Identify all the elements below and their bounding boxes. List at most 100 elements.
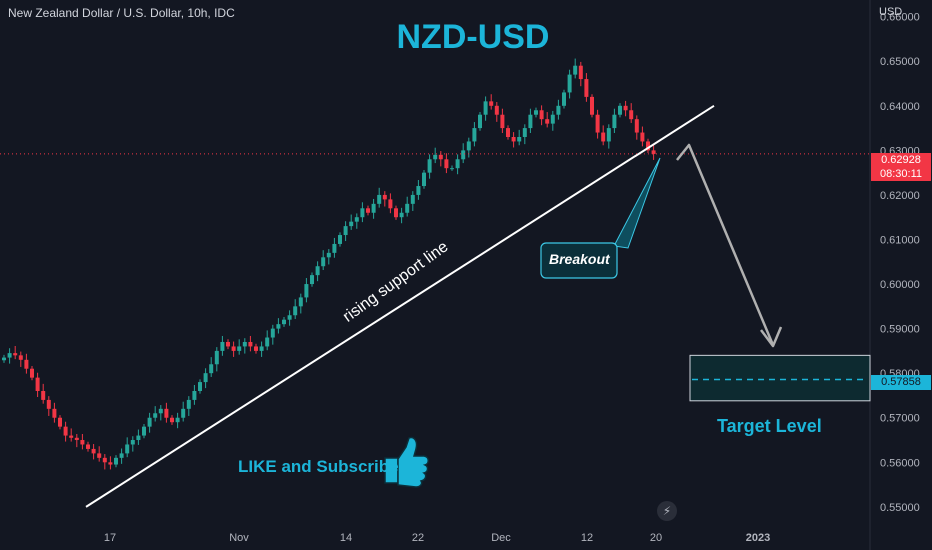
y-tick-label: 0.56000 — [880, 457, 920, 469]
candle-body — [366, 208, 370, 213]
candle-body — [69, 435, 74, 438]
target-price-badge: 0.57858 — [871, 375, 931, 390]
candle-body — [114, 457, 118, 465]
candle-body — [259, 346, 264, 351]
candle-body — [590, 96, 594, 115]
thumbs-up-icon — [384, 436, 429, 488]
x-tick-label: 22 — [412, 532, 424, 544]
candle-body — [326, 252, 331, 258]
x-tick-label: 12 — [581, 532, 593, 544]
candle-body — [522, 128, 527, 137]
x-tick-label: 2023 — [746, 532, 770, 544]
y-tick-label: 0.61000 — [880, 234, 920, 246]
candle-body — [265, 337, 270, 347]
breakout-callout-box — [540, 242, 618, 279]
candle-body — [466, 141, 471, 151]
candle-body — [444, 159, 449, 169]
like-subscribe-label[interactable]: LIKE and Subscribe — [238, 457, 399, 476]
candle-body — [450, 168, 454, 170]
candle-body — [545, 119, 550, 124]
candle-body — [74, 437, 79, 441]
candle-body — [298, 297, 303, 307]
candle-body — [354, 217, 359, 222]
candle-body — [248, 341, 253, 347]
candle-body — [226, 341, 230, 347]
breakout-label: Breakout — [549, 251, 610, 267]
candle-body — [517, 137, 522, 142]
candle-body — [97, 453, 102, 458]
candle-body — [410, 194, 415, 204]
candle-body — [483, 101, 488, 115]
candle-body — [595, 114, 600, 133]
candle-body — [13, 353, 18, 356]
candle-body — [242, 341, 247, 347]
x-tick-label: Nov — [229, 532, 249, 544]
candle-body — [349, 221, 354, 227]
candle-body — [427, 159, 432, 173]
candle-body — [472, 128, 477, 142]
target-level-label: Target Level — [717, 416, 822, 436]
candle-body — [478, 114, 482, 129]
candle-body — [58, 417, 62, 427]
candle-body — [46, 399, 51, 409]
target-zone — [689, 354, 871, 402]
candle-body — [388, 199, 393, 209]
candle-body — [629, 110, 634, 120]
candle-body — [164, 408, 169, 418]
y-tick-label: 0.66000 — [880, 12, 920, 24]
y-tick-label: 0.57000 — [880, 413, 920, 425]
candle-body — [41, 391, 46, 400]
candle-body — [416, 186, 421, 195]
candle-body — [506, 128, 510, 137]
candle-body — [181, 408, 186, 418]
candle-body — [63, 426, 68, 436]
candle-body — [494, 105, 499, 115]
candle-body — [618, 105, 622, 115]
candle-body — [539, 110, 544, 120]
candle-body — [382, 194, 387, 200]
candle-body — [612, 114, 617, 129]
candle-body — [422, 172, 426, 187]
candle-body — [293, 306, 298, 316]
candle-body — [573, 65, 578, 75]
candle-body — [136, 435, 141, 441]
candle-body — [651, 150, 656, 154]
candle-body — [276, 324, 281, 329]
lightning-icon[interactable]: ⚡ — [657, 501, 677, 521]
candle-body — [220, 341, 225, 351]
candle-body — [270, 328, 275, 338]
chart-title: NZD-USD — [396, 18, 550, 56]
candle-body — [315, 266, 320, 276]
candle-body — [528, 114, 533, 129]
bar-countdown: 08:30:11 — [879, 168, 922, 180]
candle-body — [282, 319, 286, 325]
candle-body — [321, 257, 326, 267]
candle-body — [646, 141, 650, 151]
candle-body — [394, 208, 398, 218]
candle-body — [108, 462, 113, 465]
candle-body — [562, 92, 566, 106]
candle-body — [142, 426, 146, 436]
candle-body — [18, 355, 23, 360]
candle-body — [119, 453, 124, 458]
candle-body — [601, 132, 606, 142]
candle-body — [125, 444, 130, 454]
last-price-badge: 0.62928 08:30:11 — [871, 153, 931, 181]
candle-body — [186, 399, 191, 409]
candle-body — [343, 226, 348, 236]
x-tick-label: 14 — [340, 532, 352, 544]
candle-body — [550, 114, 555, 124]
candle-body — [640, 132, 645, 142]
candle-body — [304, 284, 309, 298]
candle-body — [209, 364, 214, 374]
candle-body — [30, 368, 34, 378]
projection-arrow — [676, 143, 775, 346]
candle-body — [254, 346, 258, 351]
candle-body — [623, 105, 628, 111]
candle-body — [634, 119, 639, 133]
candle-body — [332, 243, 337, 253]
support-line — [85, 104, 715, 508]
candle-body — [86, 444, 90, 449]
